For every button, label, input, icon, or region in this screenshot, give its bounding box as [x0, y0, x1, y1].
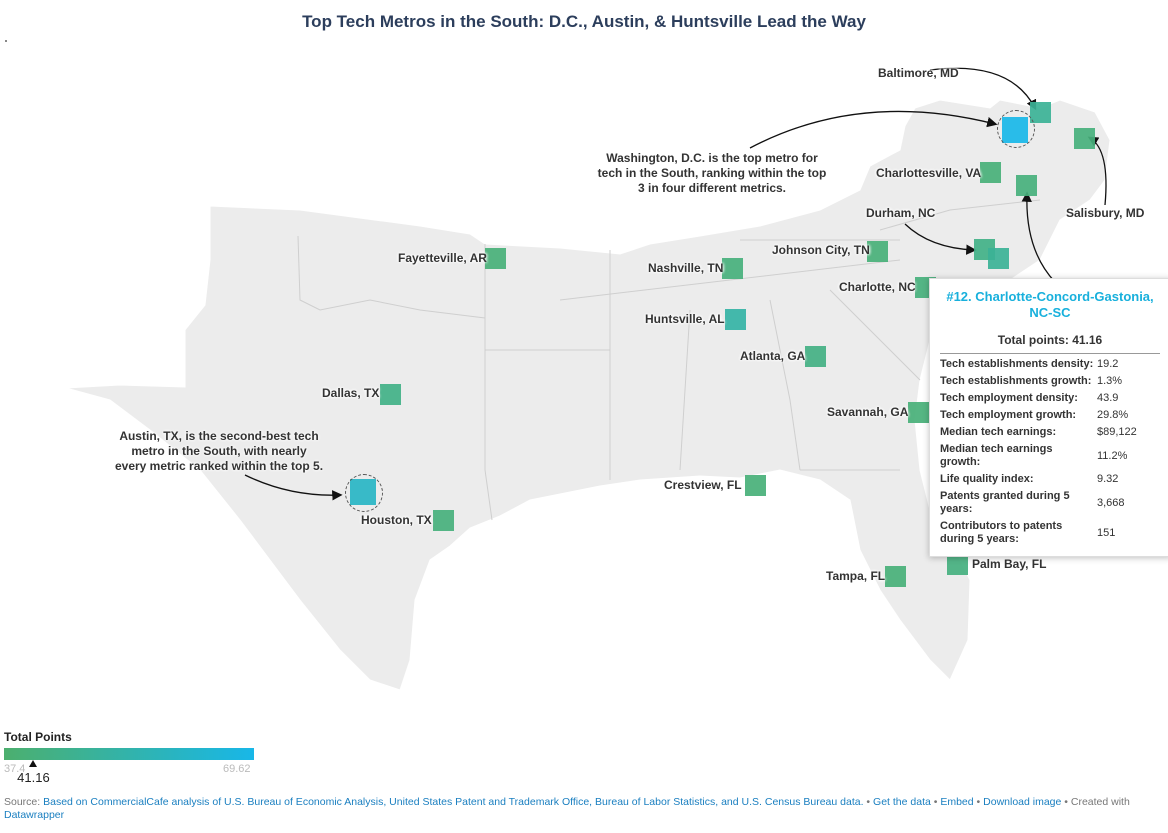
tooltip-rows: Tech establishments density: 19.2 Tech est… [940, 358, 1160, 546]
chart-title: Top Tech Metros in the South: D.C., Aust… [302, 12, 866, 31]
label-dallas: Dallas, TX [322, 386, 380, 400]
tooltip-row-value: 29.8% [1097, 409, 1129, 421]
label-salisbury: Salisbury, MD [1066, 206, 1145, 220]
label-nashville: Nashville, TN [648, 261, 724, 275]
metro-marker[interactable] [721, 257, 743, 279]
separator: • [863, 796, 874, 808]
label-johnson-city: Johnson City, TN [772, 243, 870, 257]
tooltip-row: Tech establishments density: 19.2 [940, 358, 1160, 371]
label-charlotte: Charlotte, NC [839, 280, 916, 294]
label-durham: Durham, NC [866, 206, 936, 220]
metro-marker[interactable] [744, 474, 766, 496]
tooltip-row-key: Tech employment growth: [940, 409, 1077, 421]
tooltip-row-value: $89,122 [1097, 426, 1137, 438]
label-huntsville: Huntsville, AL [645, 312, 725, 326]
tooltip-row-value: 19.2 [1097, 358, 1119, 370]
tooltip-title: #12. Charlotte-Concord-Gastonia, NC-SC [946, 289, 1154, 320]
tooltip-row-key: Contributors to patents during 5 years: [940, 520, 1063, 545]
metro-marker[interactable] [724, 308, 746, 330]
tooltip-total: Total points: 41.16 [940, 333, 1160, 354]
tooltip-row-value: 43.9 [1097, 392, 1119, 404]
tooltip-row-value: 1.3% [1097, 375, 1123, 387]
tooltip-row-key: Tech establishments density: [940, 358, 1094, 370]
tooltip-row: Tech employment growth: 29.8% [940, 409, 1160, 422]
download-image-link[interactable]: Download image [983, 796, 1062, 808]
metro-marker[interactable] [484, 247, 506, 269]
label-houston: Houston, TX [361, 513, 432, 527]
legend-max: 69.62 [223, 763, 251, 775]
tooltip-row: Tech establishments growth: 1.3% [940, 375, 1160, 388]
tooltip-row: Patents granted during 5 years: 3,668 [940, 490, 1160, 516]
tooltip-row-key: Median tech earnings: [940, 426, 1057, 438]
legend-gradient-bar [4, 748, 254, 760]
label-atlanta: Atlanta, GA [740, 349, 806, 363]
tooltip-row-key: Tech establishments growth: [940, 375, 1092, 387]
tooltip-row-key: Median tech earnings growth: [940, 443, 1053, 468]
tooltip-row-value: 9.32 [1097, 473, 1119, 485]
metro-marker[interactable] [804, 345, 826, 367]
tooltip-row-value: 151 [1097, 526, 1116, 539]
get-data-link[interactable]: Get the data [873, 796, 931, 808]
metro-marker[interactable] [1015, 174, 1037, 196]
tooltip-row: Life quality index: 9.32 [940, 473, 1160, 486]
metro-marker[interactable] [1029, 101, 1051, 123]
legend-title: Total Points [4, 730, 72, 744]
tooltip-row: Median tech earnings: $89,122 [940, 426, 1160, 439]
separator: • [973, 796, 984, 808]
annotation-dc: Washington, D.C. is the top metro for te… [597, 151, 827, 195]
embed-link[interactable]: Embed [940, 796, 974, 808]
label-palm-bay: Palm Bay, FL [972, 557, 1047, 571]
metro-tooltip: #12. Charlotte-Concord-Gastonia, NC-SC T… [929, 278, 1168, 557]
austin-highlight-ring [345, 474, 383, 512]
annotation-austin: Austin, TX, is the second-best tech metr… [114, 429, 324, 473]
decorative-dot [5, 40, 7, 42]
source-link[interactable]: Based on CommercialCafe analysis of U.S.… [43, 796, 864, 808]
label-fayetteville: Fayetteville, AR [398, 251, 487, 265]
metro-marker[interactable] [979, 161, 1001, 183]
tooltip-row-key: Life quality index: [940, 473, 1034, 485]
legend-min: 37.4 [4, 763, 26, 775]
metro-marker[interactable] [866, 240, 888, 262]
label-baltimore: Baltimore, MD [878, 66, 959, 80]
source-label: Source: [4, 796, 44, 808]
label-charlottesville: Charlottesville, VA [876, 166, 982, 180]
separator: • [930, 796, 941, 808]
tooltip-row: Contributors to patents during 5 years: 1… [940, 520, 1160, 546]
tooltip-row-key: Patents granted during 5 years: [940, 490, 1070, 515]
metro-marker[interactable] [946, 553, 968, 575]
dc-highlight-ring [997, 110, 1035, 148]
metro-marker[interactable] [1073, 127, 1095, 149]
state-borders [297, 199, 1041, 521]
label-crestview: Crestview, FL [664, 478, 742, 492]
metro-marker[interactable] [884, 565, 906, 587]
tooltip-row-value: 11.2% [1097, 449, 1128, 462]
footer: Source: Based on CommercialCafe analysis… [4, 796, 1154, 822]
tooltip-row: Median tech earnings growth: 11.2% [940, 443, 1160, 469]
legend-current-value: 41.16 [17, 770, 50, 785]
metro-marker[interactable] [379, 383, 401, 405]
datawrapper-link[interactable]: Datawrapper [4, 809, 65, 821]
metro-marker[interactable] [987, 247, 1009, 269]
created-with-text: • Created with [1061, 796, 1130, 808]
tooltip-row-key: Tech employment density: [940, 392, 1078, 404]
land-shape [65, 99, 1111, 691]
tooltip-row-value: 3,668 [1097, 496, 1125, 509]
label-tampa: Tampa, FL [826, 569, 886, 583]
tooltip-row: Tech employment density: 43.9 [940, 392, 1160, 405]
metro-marker[interactable] [432, 509, 454, 531]
metro-marker[interactable] [907, 401, 929, 423]
legend-pointer-icon [29, 760, 38, 767]
label-savannah: Savannah, GA [827, 405, 909, 419]
